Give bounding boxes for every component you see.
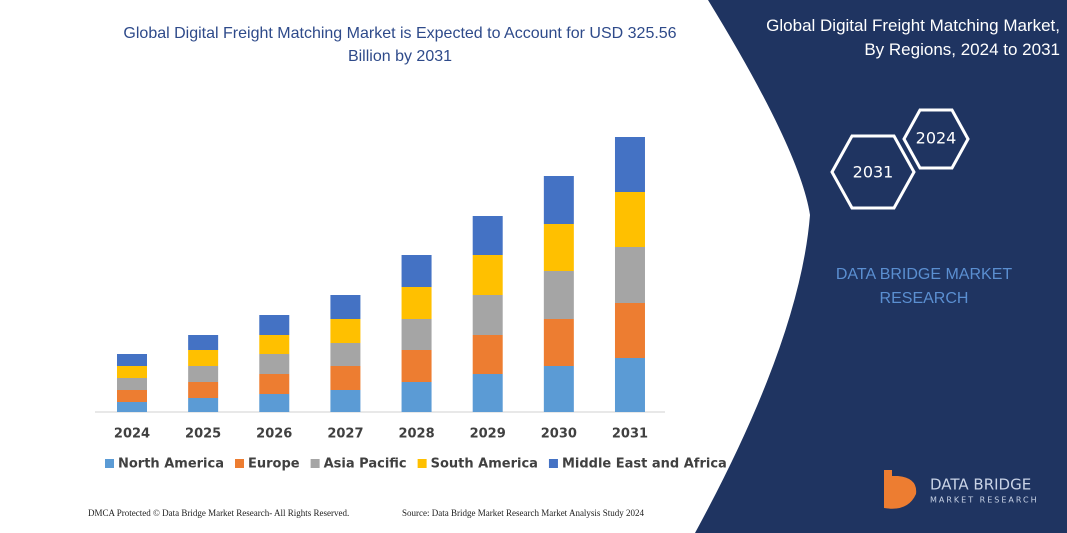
bar-segment [117,378,147,390]
bar-segment [117,366,147,378]
legend-swatch [417,459,427,468]
legend-swatch [310,459,320,468]
footer-source: Source: Data Bridge Market Research Mark… [402,508,644,518]
x-tick-label: 2027 [327,427,363,442]
hexagon [902,108,970,170]
bar-segment [472,335,503,374]
bar-segment [188,350,219,366]
hex-label: 2024 [916,129,957,148]
x-tick-label: 2029 [470,427,506,442]
legend-label: Europe [248,457,300,472]
logo-icon [884,470,917,509]
x-tick-label: 2031 [612,427,648,442]
bar-segment [259,315,290,335]
hex-label: 2031 [853,163,894,182]
bar-segment [188,335,219,350]
bar-segment [330,390,361,412]
bar-segment [330,319,361,343]
bar-segment [188,382,219,398]
bar-segment [401,350,432,382]
bar-segment [259,335,290,354]
legend-label: Middle East and Africa [562,457,727,472]
x-tick-label: 2028 [398,427,434,442]
x-tick-label: 2025 [185,427,221,442]
bar-segment [259,374,290,394]
footer-note: DMCA Protected © Data Bridge Market Rese… [88,508,350,518]
legend-label: South America [431,457,538,472]
bar-segment [543,319,574,366]
side-panel [695,0,1067,533]
bar-segment [259,394,290,412]
logo-tagline: MARKET RESEARCH [930,496,1039,505]
bar-segment [543,176,574,224]
chart-title: Global Digital Freight Matching Market i… [123,25,677,65]
bar-segment [543,271,574,319]
bar-segment [472,255,503,295]
bar-segment [117,354,147,366]
bar-segment [401,319,432,350]
bar-segment [188,366,219,382]
bar-segment [188,398,219,412]
logo-name: DATA BRIDGE [930,476,1031,494]
brand: DATA BRIDGE MARKET RESEARCH [835,266,1013,307]
legend-label: North America [118,457,224,472]
bar-segment [614,358,645,412]
bar-segment [330,295,361,319]
bar-segment [117,402,147,412]
x-tick-label: 2026 [256,427,292,442]
x-tick-label: 2024 [114,427,150,442]
bar-segment [614,137,645,192]
bar-segment [259,354,290,374]
panel-title: Global Digital Freight Matching Market, … [766,16,1060,59]
bar-segment [472,216,503,255]
x-tick-label: 2030 [541,427,577,442]
bar-segment [330,366,361,390]
bar-segment [117,390,147,402]
bar-segment [543,224,574,271]
bar-segment [614,247,645,303]
legend-label: Asia Pacific [324,457,407,472]
bar-segment [614,303,645,358]
bar-segment [401,255,432,287]
bar-segment [614,192,645,247]
bar-segment [543,366,574,412]
legend-swatch [105,459,114,468]
bar-segment [401,382,432,412]
bar-segment [330,343,361,366]
bar-segment [401,287,432,319]
legend-swatch [548,459,558,468]
hexagon [830,134,916,210]
bar-segment [472,295,503,335]
legend-swatch [235,459,244,468]
bar-segment [472,374,503,412]
